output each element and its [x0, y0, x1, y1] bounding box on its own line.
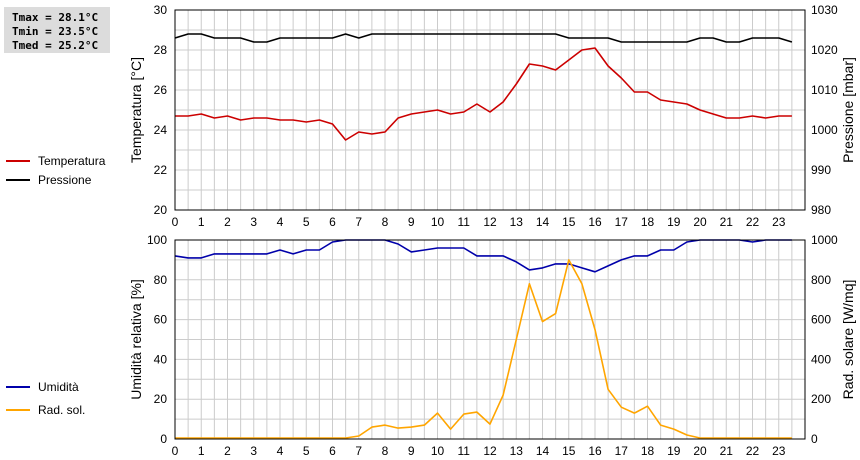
panel2-x-tick-label: 22	[746, 444, 760, 458]
panel1-x-tick-label: 1	[198, 215, 205, 229]
panel2-y-tick-label: 40	[154, 352, 168, 366]
stat-tmax: Tmax = 28.1°C	[12, 11, 99, 24]
panel2-y2-tick-label: 400	[811, 352, 831, 366]
panel2-x-tick-label: 15	[562, 444, 576, 458]
panel2-y2-tick-label: 1000	[811, 233, 838, 247]
panel1-legend-label: Temperatura	[38, 154, 106, 168]
panel1-y-tick-label: 30	[154, 3, 168, 17]
panel2-y2-tick-label: 600	[811, 313, 831, 327]
panel2-series-2-line	[175, 259, 792, 439]
panel1-series-2-line	[174, 33, 793, 43]
panel2-legend-label: Rad. sol.	[38, 403, 85, 417]
panel1-x-tick-label: 11	[458, 215, 471, 229]
panel2-x-tick-label: 9	[408, 444, 415, 458]
panel1-y-tick-label: 20	[154, 203, 168, 217]
panel2-x-tick-label: 7	[355, 444, 362, 458]
panel2-x-tick-label: 16	[588, 444, 602, 458]
panel2-x-tick-label: 20	[693, 444, 707, 458]
panel1-x-tick-label: 10	[431, 215, 445, 229]
stats-box: Tmax = 28.1°C Tmin = 23.5°C Tmed = 25.2°…	[4, 7, 110, 53]
panel1-y2-tick-label: 1010	[811, 83, 838, 97]
panel1-x-tick-label: 22	[746, 215, 760, 229]
panel1-x-tick-label: 23	[772, 215, 786, 229]
panel2-y-tick-label: 60	[154, 313, 168, 327]
panel2-x-tick-label: 3	[250, 444, 257, 458]
panel2-y2-tick-label: 800	[811, 273, 831, 287]
panel1-x-tick-label: 5	[303, 215, 310, 229]
panel2-x-tick-label: 1	[198, 444, 205, 458]
panel2-x-tick-label: 10	[431, 444, 445, 458]
panel1-x-tick-label: 9	[408, 215, 415, 229]
panel1-x-tick-label: 2	[224, 215, 231, 229]
panel1-y-tick-label: 26	[154, 83, 168, 97]
panel2-y-axis-label: Umidità relativa [%]	[128, 279, 144, 400]
panel2-x-tick-label: 23	[772, 444, 786, 458]
panel1-x-tick-label: 3	[250, 215, 257, 229]
panel2-x-tick-label: 17	[615, 444, 629, 458]
panel1-x-tick-label: 7	[355, 215, 362, 229]
panel2-y-tick-label: 0	[160, 432, 167, 446]
panel2-x-tick-label: 0	[172, 444, 179, 458]
panel2-x-tick-label: 14	[536, 444, 550, 458]
panel1-x-tick-label: 21	[720, 215, 734, 229]
panel1-y2-axis-label: Pressione [mbar]	[840, 57, 856, 163]
panel1-x-tick-label: 6	[329, 215, 336, 229]
panel1-y2-tick-label: 1030	[811, 3, 838, 17]
stat-tmed: Tmed = 25.2°C	[12, 39, 99, 52]
panel1-x-tick-label: 20	[693, 215, 707, 229]
panel2-series-1-line	[174, 239, 792, 273]
panel1-x-tick-label: 16	[588, 215, 602, 229]
panel1-y-tick-label: 28	[154, 43, 168, 57]
stat-tmin: Tmin = 23.5°C	[12, 25, 99, 38]
panel1-x-tick-label: 4	[277, 215, 284, 229]
panel1-x-tick-label: 19	[667, 215, 681, 229]
panel2-y-tick-label: 20	[154, 392, 168, 406]
panel2-x-tick-label: 2	[224, 444, 231, 458]
panel1-y2-tick-label: 1000	[811, 123, 838, 137]
panel1-x-tick-label: 17	[615, 215, 629, 229]
panel1-legend-label: Pressione	[38, 173, 92, 187]
panel2-x-tick-label: 19	[667, 444, 681, 458]
panel1-x-tick-label: 14	[536, 215, 550, 229]
panel2-y2-tick-label: 0	[811, 432, 818, 446]
panel1-y-tick-label: 22	[154, 163, 168, 177]
panel2-x-tick-label: 8	[382, 444, 389, 458]
panel2-legend-label: Umidità	[38, 380, 79, 394]
panel1-x-tick-label: 18	[641, 215, 655, 229]
panel1-y-axis-label: Temperatura [°C]	[128, 57, 144, 163]
panel2-y-tick-label: 80	[154, 273, 168, 287]
panel1-y2-tick-label: 990	[811, 163, 831, 177]
panel1-x-tick-label: 8	[382, 215, 389, 229]
panel2-x-tick-label: 21	[720, 444, 734, 458]
panel1-x-tick-label: 13	[510, 215, 524, 229]
panel1-x-tick-label: 12	[483, 215, 497, 229]
panel1-y-tick-label: 24	[154, 123, 168, 137]
panel2-x-tick-label: 12	[483, 444, 497, 458]
panel2-x-tick-label: 6	[329, 444, 336, 458]
panel2-x-tick-label: 11	[458, 444, 471, 458]
panel2-y2-tick-label: 200	[811, 392, 831, 406]
panel2-x-tick-label: 5	[303, 444, 310, 458]
panel2-y2-axis-label: Rad. solare [W/mq]	[840, 280, 856, 400]
panel2-x-tick-label: 4	[277, 444, 284, 458]
panel2-x-tick-label: 18	[641, 444, 655, 458]
panel1-y2-tick-label: 1020	[811, 43, 838, 57]
panel1-series-1-line	[175, 47, 792, 141]
panel1-x-tick-label: 0	[172, 215, 179, 229]
panel2-frame	[174, 239, 806, 440]
panel2-y-tick-label: 100	[147, 233, 167, 247]
panel1-y2-tick-label: 980	[811, 203, 831, 217]
panel2-x-tick-label: 13	[510, 444, 524, 458]
panel1-frame	[174, 9, 806, 211]
panel1-x-tick-label: 15	[562, 215, 576, 229]
